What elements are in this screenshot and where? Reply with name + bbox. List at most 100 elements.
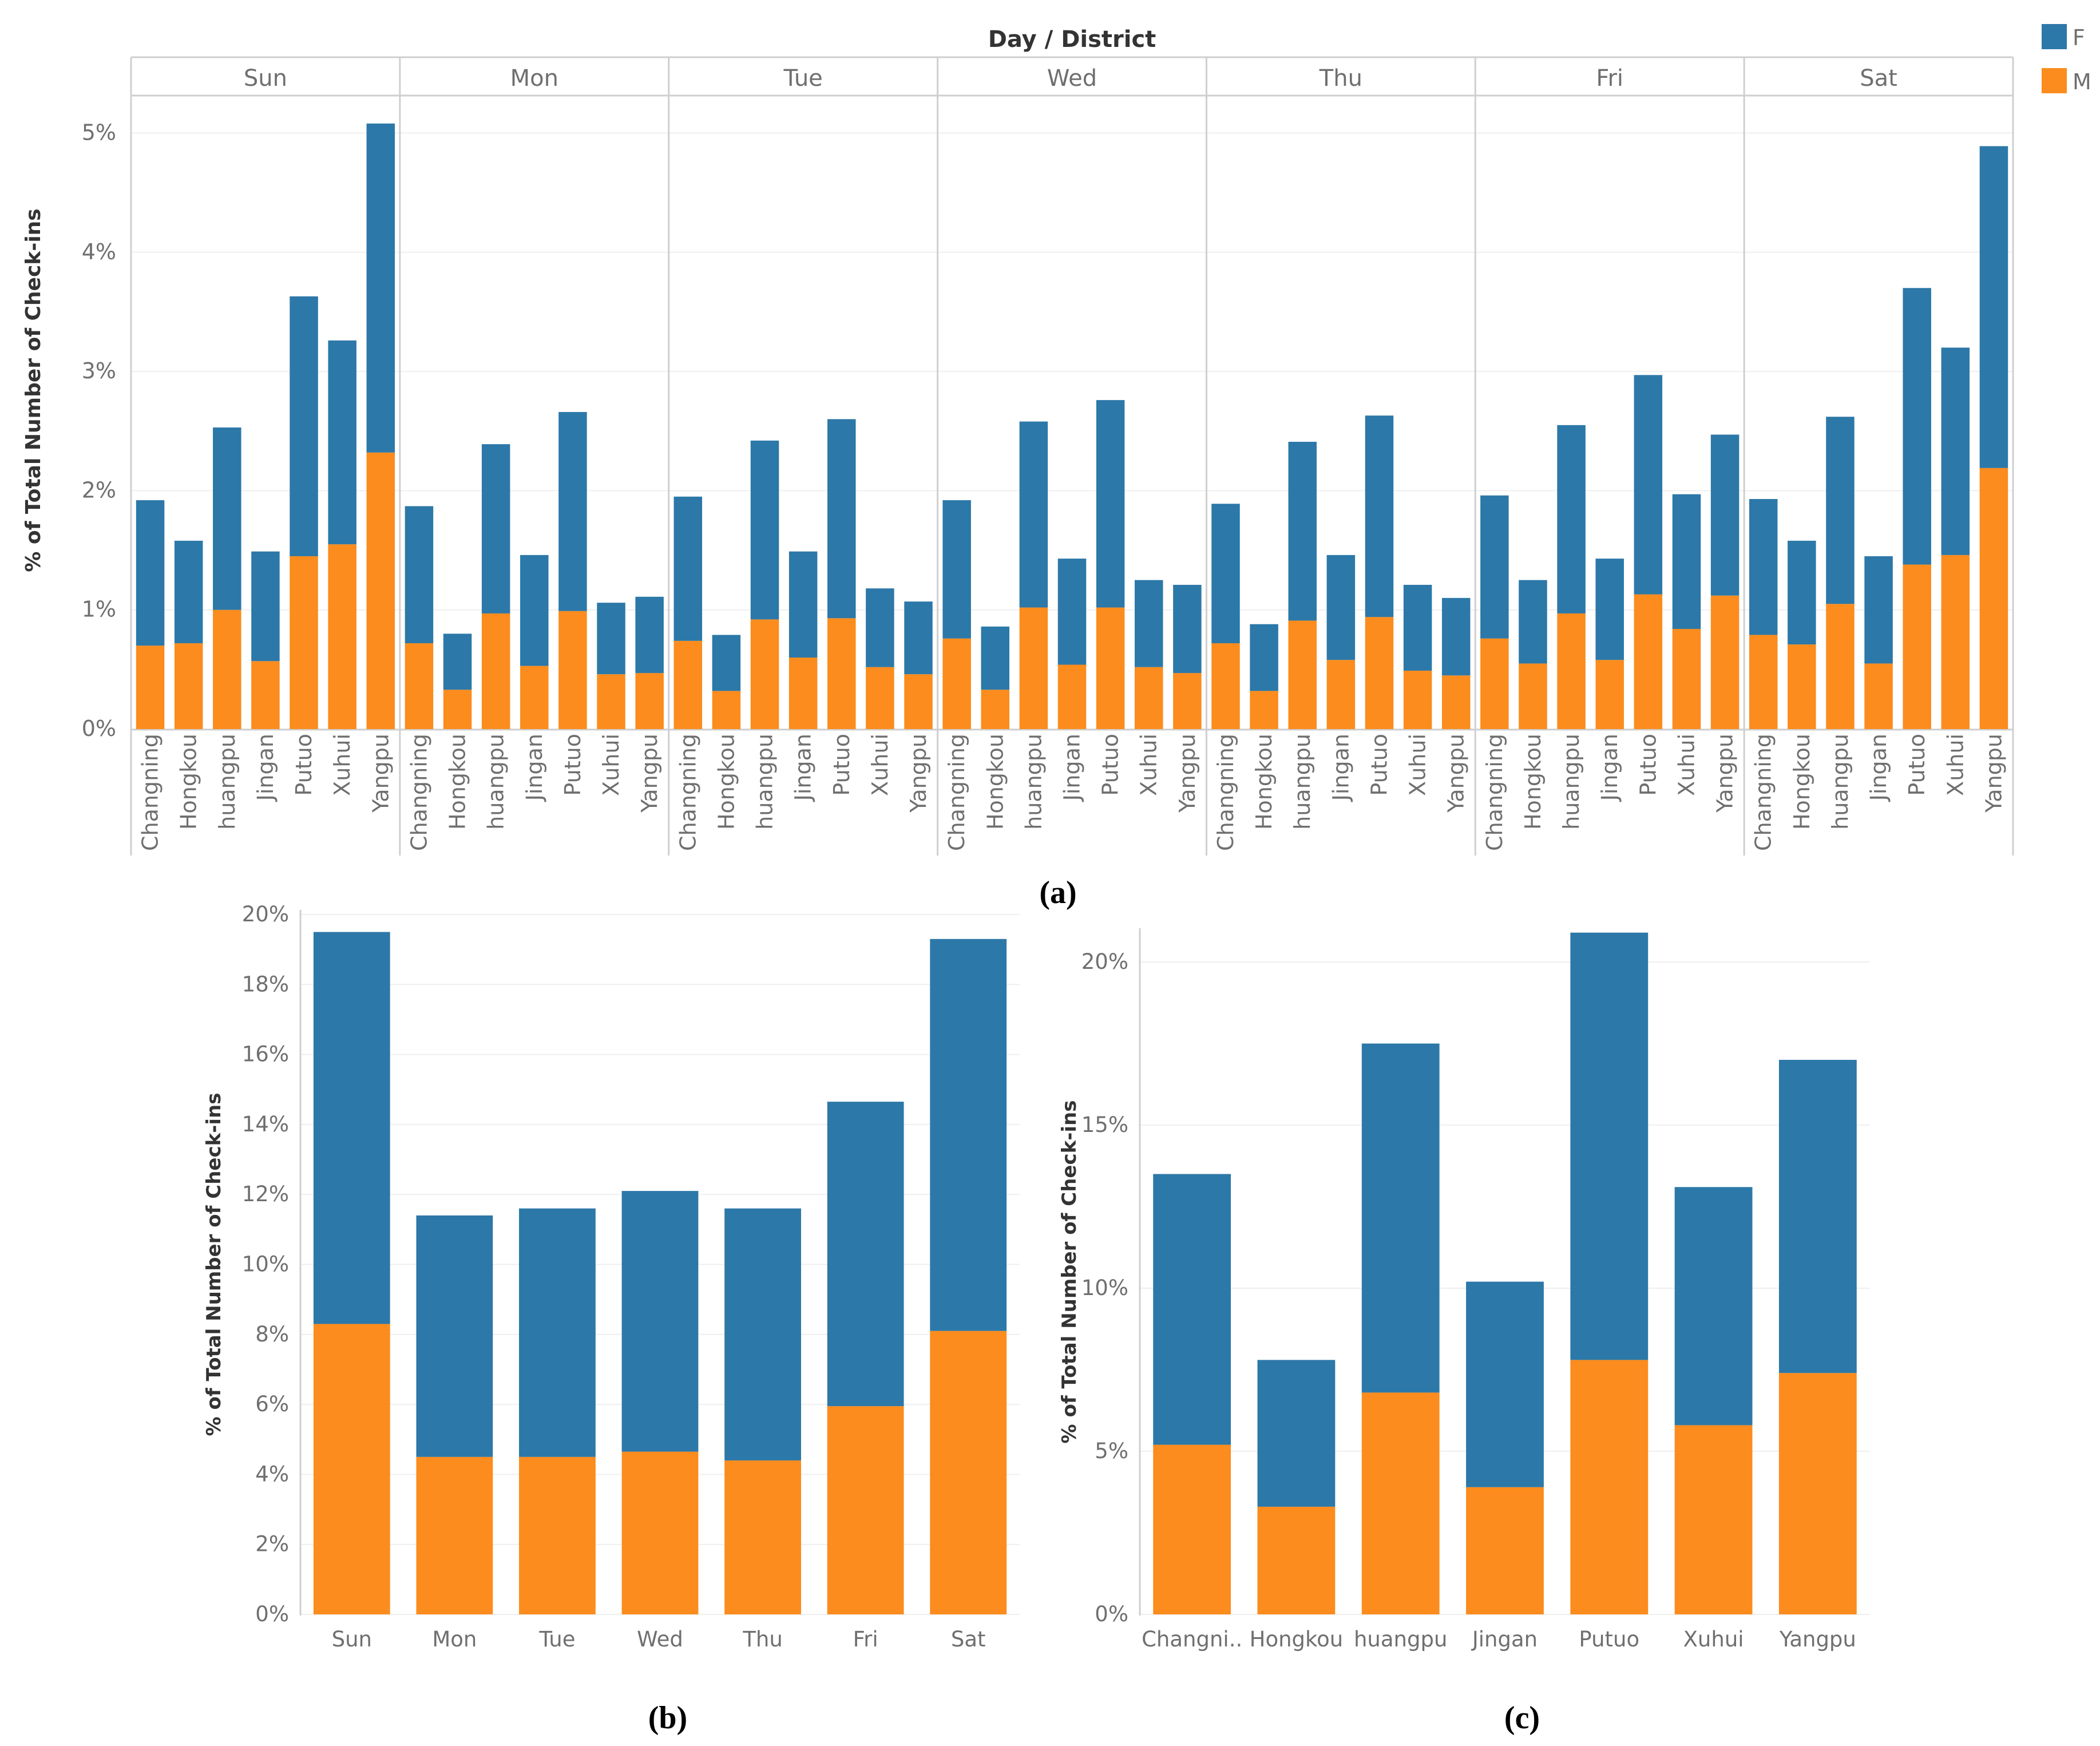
chart-a-bar-m [597, 674, 625, 729]
chart-a-ytick-label: 3% [82, 358, 116, 383]
chart-a-xtick-label: huangpu [1559, 734, 1584, 830]
chart-a-bar-m [1250, 691, 1278, 729]
chart-b-ytick-label: 8% [255, 1322, 289, 1347]
chart-b-ytick-label: 0% [255, 1602, 289, 1626]
chart-a-bar-m [213, 609, 241, 729]
chart-b-bar-f [313, 932, 390, 1324]
chart-a-bar-f [1710, 434, 1740, 596]
chart-a-bar-f [174, 540, 203, 644]
chart-a-bar-f [1480, 495, 1509, 639]
chart-a-xtick-label: Hongkou [1789, 734, 1814, 830]
chart-c-xtick-label: Changni.. [1142, 1627, 1242, 1652]
chart-a-bar-m [1326, 660, 1356, 729]
chart-a-xtick-label: Putuo [1366, 734, 1392, 796]
chart-a-bar-f [1057, 559, 1087, 665]
chart-a-bar-m [328, 544, 356, 729]
chart-a-xtick-label: Putuo [1904, 734, 1929, 796]
chart-a-xtick-label: Jingan [1866, 734, 1891, 802]
chart-c: 0% 5% 10% 15% 20% % of Total Number of Check-… [1058, 928, 1870, 1652]
chart-a-xtick-label: Changning [675, 734, 700, 851]
chart-a-bar-m [290, 556, 318, 729]
chart-b-ytick-label: 2% [255, 1532, 289, 1557]
chart-a-bar-f [1019, 421, 1048, 608]
chart-c-bar-f [1257, 1360, 1336, 1507]
chart-a-bar-f [981, 626, 1010, 690]
chart-b-bar-m [416, 1456, 493, 1614]
chart-a-xtick-label: Changning [406, 734, 431, 851]
chart-a-bar-f [328, 340, 356, 545]
chart-b-bar-f [827, 1102, 904, 1407]
chart-b-xtick-label: Sun [332, 1627, 372, 1652]
chart-a-xtick-label: huangpu [1828, 734, 1853, 830]
chart-b-bar-m [827, 1406, 904, 1614]
chart-a-bar-f [1211, 504, 1240, 644]
chart-a-bar-f [942, 500, 971, 639]
chart-a-bar-m [1441, 675, 1471, 729]
chart-a-xtick-label: Yangpu [1175, 734, 1200, 813]
chart-b: 0% 2% 4% 6% 8% 10% 12% 14% 16% 18% 20% % of Total N… [203, 902, 1020, 1652]
chart-a-bar-f [1441, 597, 1471, 676]
chart-a-bar-f [1941, 347, 1970, 555]
chart-b-ylabel: % of Total Number of Check-ins [203, 1093, 225, 1436]
chart-c-bar-m [1466, 1487, 1544, 1614]
chart-c-ytick-label: 5% [1095, 1439, 1128, 1463]
caption-c: (c) [1504, 1700, 1540, 1736]
chart-a-bar-m [1211, 643, 1240, 729]
chart-a-bar-m [866, 667, 894, 729]
chart-a-xtick-label: Changning [138, 734, 163, 851]
chart-a-ytick-label: 4% [82, 239, 116, 264]
chart-a-xtick-label: Jingan [1060, 734, 1085, 802]
chart-b-xtick-label: Mon [432, 1627, 477, 1652]
chart-a-bar-f [1134, 580, 1163, 667]
chart-a-bar-m [1634, 594, 1663, 729]
chart-a-xtick-label: Putuo [291, 734, 316, 796]
chart-a-xtick-label: Putuo [1635, 734, 1661, 796]
chart-a-xtick-label: Xuhui [867, 734, 893, 796]
chart-c-bar-m [1778, 1373, 1857, 1614]
chart-c-ylabel: % of Total Number of Check-ins [1058, 1100, 1081, 1444]
chart-a-panel-label: Fri [1596, 65, 1623, 92]
chart-a-bar-f [1288, 441, 1317, 621]
legend-swatch [2042, 24, 2067, 49]
chart-a-xtick-label: Yangpu [906, 734, 931, 813]
chart-b-ytick-label: 12% [242, 1182, 289, 1206]
chart-a-bar-f [673, 496, 703, 641]
chart-a-bar-f [251, 551, 280, 662]
chart-a-bar-f [750, 440, 779, 620]
chart-a-bar-m [1672, 629, 1701, 729]
chart-a-bar-f [1365, 415, 1394, 617]
chart-a-bar-m [1710, 595, 1740, 729]
chart-a-bar-m [558, 611, 587, 729]
chart-a-xtick-label: Jingan [1328, 734, 1353, 802]
chart-b-bar-m [621, 1451, 699, 1614]
chart-a-panel-label: Wed [1047, 65, 1097, 92]
chart-a-bar-f [366, 123, 395, 453]
chart-a-bar-f [712, 635, 741, 691]
chart-a-bar-f [1864, 556, 1893, 664]
chart-a-bar-m [1557, 613, 1586, 729]
chart-a-ytick-label: 5% [82, 120, 116, 145]
chart-b-ytick-label: 14% [242, 1112, 289, 1137]
legend-label: F [2073, 25, 2085, 50]
chart-a-bar-m [712, 691, 741, 729]
chart-a-bar-m [1519, 663, 1547, 729]
chart-a-bar-m [981, 690, 1010, 729]
chart-a-xtick-label: Jingan [522, 734, 547, 802]
chart-a-bar-f [1749, 498, 1778, 635]
chart-a-bar-m [481, 613, 510, 729]
chart-b-ytick-label: 20% [242, 902, 289, 927]
chart-b-xtick-label: Tue [538, 1627, 575, 1652]
chart-a-xtick-label: Jingan [1597, 734, 1622, 802]
chart-c-bar-f [1674, 1187, 1753, 1426]
chart-a-bar-f [1826, 417, 1855, 604]
chart-c-bar-m [1361, 1392, 1440, 1614]
chart-a-xtick-label: Putuo [1098, 734, 1123, 796]
chart-c-xtick-label: Hongkou [1250, 1627, 1344, 1652]
chart-a-bar-f [1519, 580, 1547, 664]
chart-a-bar-f [558, 411, 587, 611]
chart-c-bar-m [1257, 1506, 1336, 1614]
chart-a-bar-f [443, 634, 472, 690]
legend-label: M [2073, 69, 2091, 94]
chart-a-xtick-label: Xuhui [1405, 734, 1431, 796]
